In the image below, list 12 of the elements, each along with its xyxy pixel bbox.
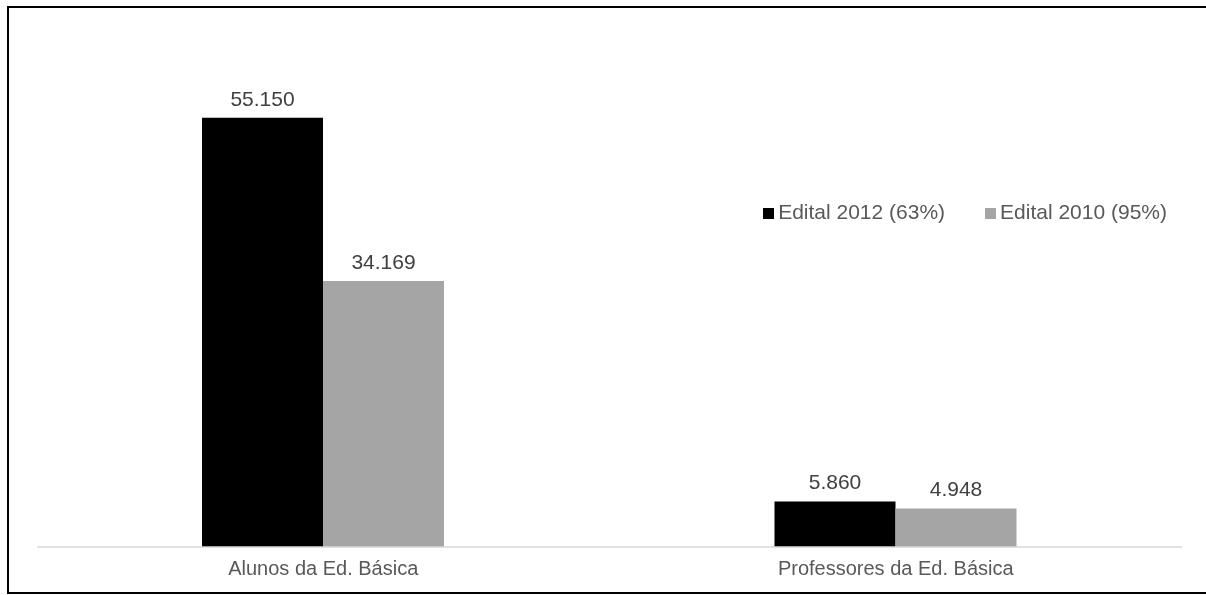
legend-label: Edital 2010 (95%) (1000, 200, 1167, 223)
legend-label: Edital 2012 (63%) (778, 200, 946, 223)
bar (895, 508, 1017, 547)
bar (323, 281, 444, 547)
data-label: 4.948 (929, 477, 983, 501)
data-label: 34.169 (351, 250, 416, 274)
bar (202, 117, 323, 547)
x-tick-label: Alunos da Ed. Básica (228, 557, 420, 580)
data-label: 5.860 (808, 470, 862, 494)
bar (774, 501, 896, 547)
x-tick-label: Professores da Ed. Básica (777, 557, 1015, 580)
data-label: 55.150 (230, 86, 295, 110)
